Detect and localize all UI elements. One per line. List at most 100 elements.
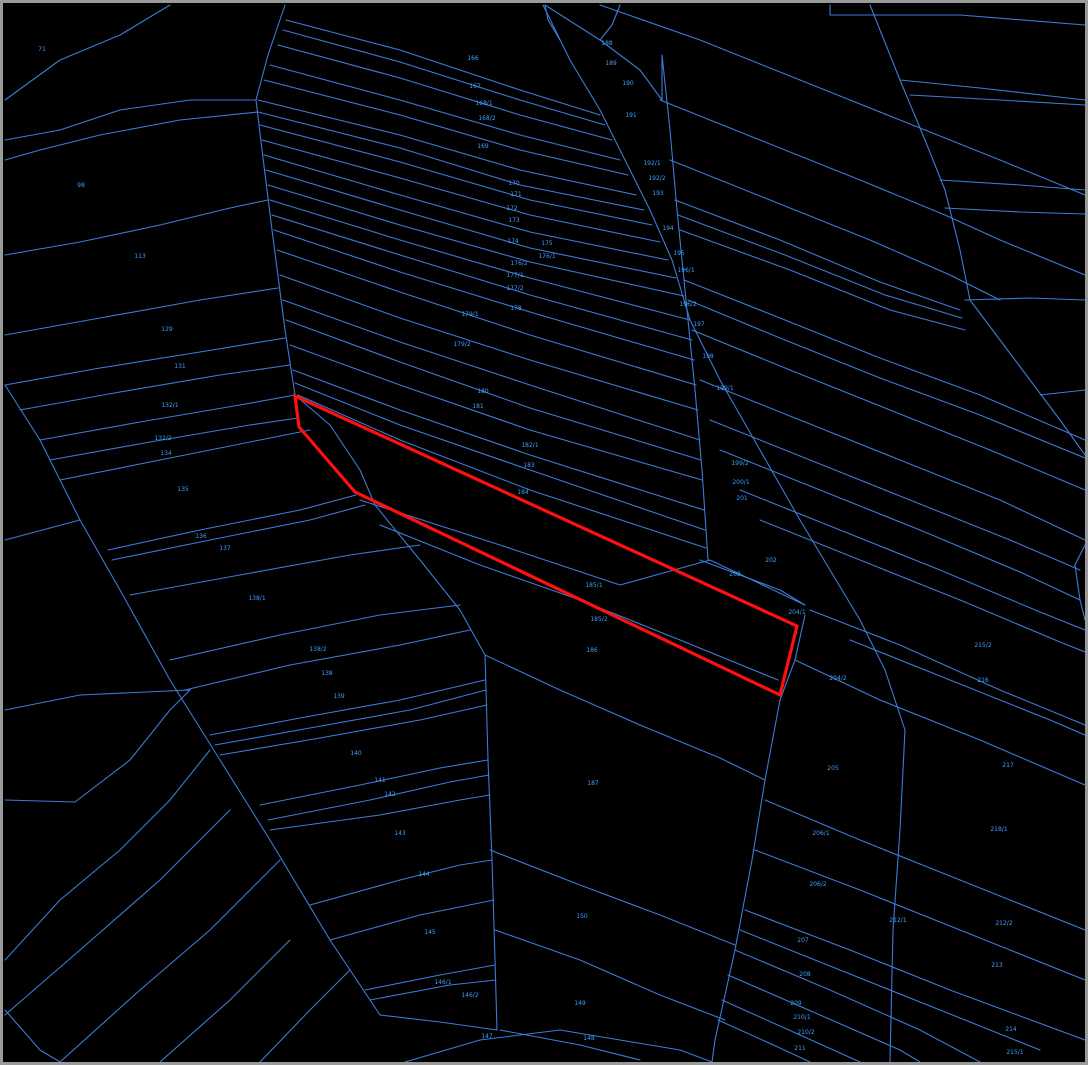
parcel-boundary xyxy=(379,1014,498,1031)
parcel-number-label: 198 xyxy=(702,353,714,360)
parcel-number-label: 181 xyxy=(472,403,484,410)
parcel-number-label: 150 xyxy=(576,913,588,920)
parcel-number-label: 146/1 xyxy=(434,979,451,986)
parcel-number-label: 138/1 xyxy=(248,595,265,602)
parcel-boundary xyxy=(59,859,281,1062)
parcel-number-label: 212/2 xyxy=(995,920,1012,927)
parcel-number-label: 185/2 xyxy=(590,616,607,623)
parcel-boundary xyxy=(709,419,1081,571)
parcel-boundary xyxy=(169,604,461,661)
parcel-boundary xyxy=(309,859,493,906)
parcel-number-label: 204/1 xyxy=(788,609,805,616)
parcel-boundary xyxy=(699,379,1085,541)
parcel-boundary xyxy=(4,689,191,711)
parcel-number-label: 189 xyxy=(605,60,617,67)
parcel-boundary xyxy=(4,1009,61,1062)
parcel-boundary xyxy=(214,689,487,746)
parcel-number-label: 180 xyxy=(477,388,489,395)
parcel-boundary xyxy=(764,799,1085,931)
parcel-boundary xyxy=(691,329,1085,491)
parcel-number-label: 193 xyxy=(652,190,664,197)
parcel-number-label: 183 xyxy=(523,462,535,469)
parcel-labels: 71 98 113 129 131 132/1 132/2 134 135 136 137 138/1… xyxy=(38,40,1024,1056)
parcel-boundary xyxy=(4,99,257,141)
parcel-boundary xyxy=(277,44,613,141)
parcel-boundary xyxy=(939,179,1085,191)
parcel-boundary xyxy=(4,199,269,256)
parcel-boundary xyxy=(159,939,291,1062)
parcel-boundary xyxy=(683,279,1085,441)
selected-parcel-outline[interactable] xyxy=(293,393,799,698)
parcel-number-label: 142 xyxy=(384,791,396,798)
parcel-boundary xyxy=(754,849,1085,981)
parcel-boundary xyxy=(669,159,1001,301)
parcel-number-label: 214 xyxy=(1005,1026,1017,1033)
parcel-number-label: 211 xyxy=(794,1045,806,1052)
parcel-boundary xyxy=(721,999,861,1062)
parcel-boundary xyxy=(265,169,677,279)
parcel-number-label: 213 xyxy=(991,962,1003,969)
parcel-boundary xyxy=(271,214,693,341)
parcel-number-label: 216 xyxy=(977,677,989,684)
parcel-boundary xyxy=(269,199,691,321)
parcel-number-label: 71 xyxy=(38,46,46,53)
parcel-number-label: 167 xyxy=(469,83,481,90)
parcel-boundary xyxy=(404,1029,713,1062)
parcel-boundary xyxy=(661,54,709,561)
parcel-number-label: 194 xyxy=(662,225,674,232)
parcel-boundary xyxy=(484,654,766,781)
parcel-number-label: 131 xyxy=(174,363,186,370)
parcel-number-label: 129 xyxy=(161,326,173,333)
parcel-boundary xyxy=(282,29,606,126)
parcel-number-label: 139 xyxy=(333,693,345,700)
parcel-boundary xyxy=(4,4,171,101)
cadastral-map-canvas[interactable]: 71 98 113 129 131 132/1 132/2 134 135 136 137 138/1… xyxy=(3,3,1085,1062)
parcel-boundary xyxy=(39,394,296,441)
parcel-number-label: 135 xyxy=(177,486,189,493)
parcel-number-label: 215/2 xyxy=(974,642,991,649)
parcel-number-label: 146/2 xyxy=(461,992,478,999)
parcel-number-label: 140 xyxy=(350,750,362,757)
parcel-boundary xyxy=(257,111,645,211)
parcel-boundary xyxy=(259,969,351,1062)
parcel-number-label: 207 xyxy=(797,937,809,944)
parcel-boundary xyxy=(259,759,489,806)
parcel-boundary xyxy=(717,1019,811,1062)
parcel-number-label: 113 xyxy=(134,253,146,260)
parcel-boundary xyxy=(739,929,1041,1051)
parcel-boundary xyxy=(869,4,1085,456)
parcel-number-label: 141 xyxy=(374,777,386,784)
parcel-number-label: 177/2 xyxy=(506,285,523,292)
parcel-boundary xyxy=(255,4,296,396)
parcel-boundary xyxy=(711,614,806,1062)
parcel-number-label: 178 xyxy=(510,305,522,312)
parcel-boundary xyxy=(599,4,621,41)
parcel-number-label: 173 xyxy=(508,217,520,224)
parcel-boundary xyxy=(944,207,1085,215)
parcel-boundary xyxy=(369,979,497,1001)
parcel-boundary xyxy=(294,382,706,531)
parcel-number-label: 168/1 xyxy=(475,100,492,107)
parcel-boundary xyxy=(297,394,707,549)
parcel-boundary xyxy=(599,4,1085,196)
parcel-boundary xyxy=(289,344,703,481)
parcel-boundary xyxy=(899,79,1085,101)
parcel-boundary xyxy=(273,229,695,361)
parcel-boundary xyxy=(285,19,601,116)
parcel-boundary xyxy=(219,704,488,756)
parcel-number-label: 185/1 xyxy=(585,582,602,589)
parcel-number-label: 196/2 xyxy=(679,301,696,308)
parcel-number-label: 191 xyxy=(625,112,637,119)
parcel-number-label: 184 xyxy=(517,489,529,496)
parcel-number-label: 215/1 xyxy=(1006,1049,1023,1056)
parcel-boundary xyxy=(734,949,981,1062)
parcel-number-label: 186 xyxy=(586,647,598,654)
parcel-number-label: 175 xyxy=(541,240,553,247)
parcel-boundary xyxy=(4,749,211,961)
parcel-boundary xyxy=(4,689,191,803)
parcel-number-label: 132/1 xyxy=(161,402,178,409)
parcel-number-label: 134 xyxy=(160,450,172,457)
parcel-number-label: 166 xyxy=(467,55,479,62)
parcel-number-label: 210/2 xyxy=(797,1029,814,1036)
